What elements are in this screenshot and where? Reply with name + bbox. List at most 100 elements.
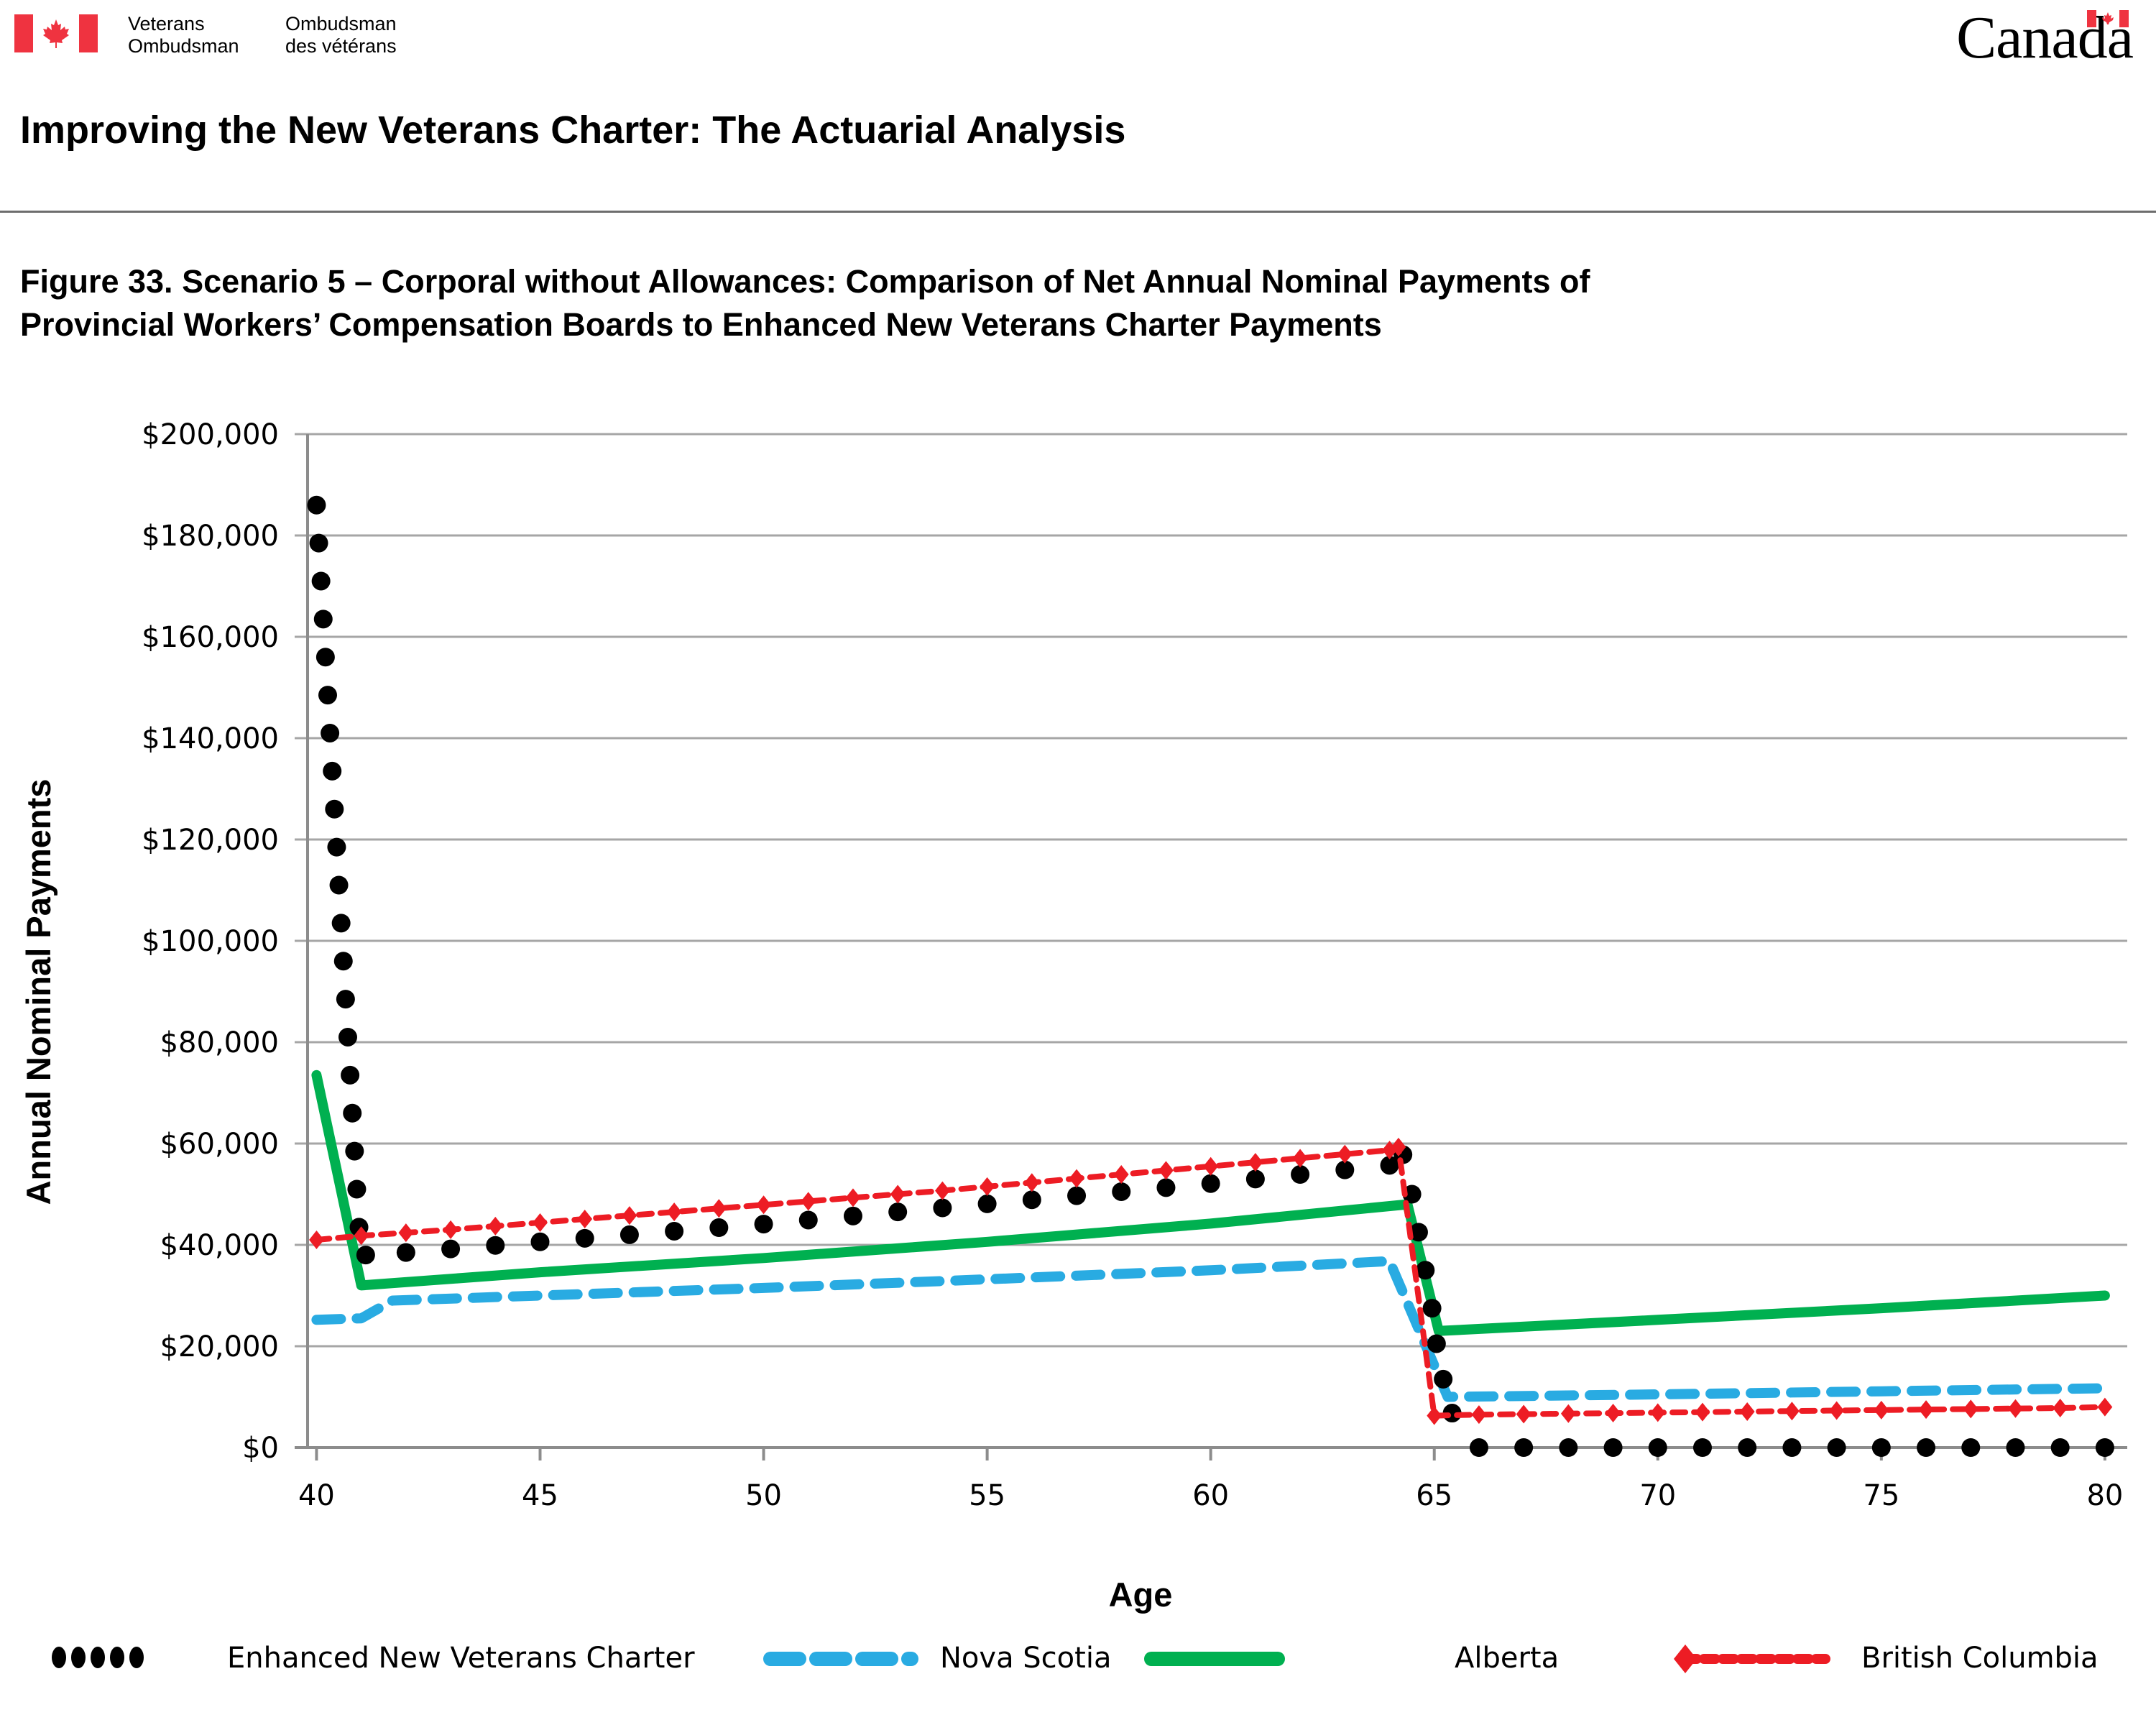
data-point-british-columbia [756, 1195, 771, 1215]
data-point-enhanced-nvc [309, 533, 328, 553]
data-point-british-columbia [2053, 1399, 2068, 1418]
data-point-enhanced-nvc [1469, 1438, 1488, 1457]
data-point-enhanced-nvc [1559, 1438, 1578, 1457]
data-point-enhanced-nvc [977, 1194, 997, 1213]
data-point-enhanced-nvc [307, 495, 326, 515]
data-point-enhanced-nvc [1917, 1438, 1936, 1457]
data-point-british-columbia [801, 1192, 816, 1211]
data-point-enhanced-nvc [318, 686, 337, 705]
y-tick-label: $20,000 [160, 1330, 279, 1363]
data-point-enhanced-nvc [575, 1228, 594, 1248]
y-tick-label: $0 [242, 1432, 279, 1465]
data-point-enhanced-nvc [323, 761, 342, 781]
data-point-british-columbia [577, 1210, 593, 1229]
org-name-en-line1: Veterans [128, 13, 205, 34]
data-point-enhanced-nvc [1648, 1438, 1667, 1457]
data-point-british-columbia [1829, 1401, 1845, 1420]
data-point-enhanced-nvc [1335, 1160, 1355, 1179]
data-point-enhanced-nvc [530, 1232, 550, 1251]
header-divider [0, 211, 2156, 213]
data-point-enhanced-nvc [347, 1179, 367, 1199]
series-line-alberta [311, 1070, 2110, 1336]
series-line-british-columbia [313, 1143, 2108, 1419]
y-tick-label: $180,000 [142, 520, 279, 553]
series-line-nova-scotia [311, 1256, 2110, 1402]
data-point-british-columbia [1516, 1404, 1531, 1424]
data-point-enhanced-nvc [311, 571, 331, 591]
data-point-enhanced-nvc [798, 1210, 818, 1230]
data-point-enhanced-nvc [327, 837, 346, 857]
data-point-enhanced-nvc [2050, 1438, 2070, 1457]
data-point-british-columbia [1391, 1137, 1406, 1156]
data-point-enhanced-nvc [1156, 1178, 1176, 1197]
y-tick-label: $120,000 [142, 824, 279, 857]
data-point-british-columbia [398, 1223, 414, 1243]
data-point-british-columbia [845, 1188, 861, 1208]
data-point-british-columbia [1337, 1144, 1353, 1164]
data-point-enhanced-nvc [665, 1221, 684, 1241]
y-tick-label: $140,000 [142, 722, 279, 755]
data-point-enhanced-nvc [325, 799, 344, 819]
data-point-british-columbia [1427, 1406, 1442, 1425]
data-point-enhanced-nvc [1409, 1223, 1428, 1242]
data-point-british-columbia [1739, 1402, 1755, 1421]
x-tick-label: 65 [1416, 1479, 1452, 1512]
x-tick-label: 80 [2086, 1479, 2123, 1512]
canada-wordmark: Canada [1956, 4, 2134, 71]
figure-title-line1: Figure 33. Scenario 5 – Corporal without… [20, 263, 1590, 300]
data-point-british-columbia [1158, 1161, 1174, 1180]
data-point-enhanced-nvc [1603, 1438, 1623, 1457]
legend-label-enhanced-nvc: Enhanced New Veterans Charter [227, 1642, 695, 1675]
data-point-british-columbia [935, 1181, 950, 1200]
y-tick-label: $160,000 [142, 621, 279, 654]
data-point-enhanced-nvc [315, 648, 335, 667]
data-point-british-columbia [1963, 1399, 1978, 1419]
x-tick-label: 40 [298, 1479, 335, 1512]
document-title: Improving the New Veterans Charter: The … [20, 109, 1126, 152]
data-point-enhanced-nvc [336, 990, 355, 1009]
data-point-british-columbia [2008, 1399, 2023, 1418]
data-point-enhanced-nvc [329, 875, 349, 895]
data-point-british-columbia [1560, 1404, 1576, 1423]
data-point-british-columbia [1695, 1402, 1710, 1422]
data-point-enhanced-nvc [313, 610, 333, 629]
x-tick-label: 55 [969, 1479, 1005, 1512]
legend-marker-british-columbia [1674, 1644, 1697, 1673]
wordmark-flag-icon [2087, 10, 2129, 27]
data-point-british-columbia [1069, 1169, 1084, 1188]
org-name-fr-line1: Ombudsman [285, 13, 397, 34]
x-tick-label: 75 [1863, 1479, 1899, 1512]
figure-title-line2: Provincial Workers’ Compensation Boards … [20, 306, 1382, 343]
y-tick-label: $80,000 [160, 1026, 279, 1059]
data-point-enhanced-nvc [341, 1065, 360, 1085]
data-point-british-columbia [1292, 1149, 1308, 1168]
data-point-british-columbia [1650, 1403, 1666, 1422]
data-point-british-columbia [1024, 1173, 1040, 1192]
data-point-british-columbia [443, 1220, 459, 1239]
data-point-enhanced-nvc [1514, 1438, 1534, 1457]
data-point-enhanced-nvc [321, 723, 340, 742]
y-tick-label: $60,000 [160, 1128, 279, 1161]
data-point-enhanced-nvc [1112, 1182, 1131, 1201]
data-point-british-columbia [622, 1206, 637, 1225]
data-point-enhanced-nvc [343, 1103, 362, 1123]
data-point-enhanced-nvc [345, 1141, 364, 1161]
x-tick-label: 70 [1639, 1479, 1676, 1512]
data-point-enhanced-nvc [1427, 1334, 1446, 1353]
data-point-enhanced-nvc [1022, 1190, 1041, 1210]
data-point-british-columbia [354, 1226, 369, 1246]
legend-swatch-enhanced-nvc [129, 1647, 144, 1668]
legend-label-british-columbia: British Columbia [1861, 1642, 2099, 1675]
data-point-enhanced-nvc [933, 1198, 952, 1218]
org-name-french: Ombudsman des vétérans [285, 13, 397, 58]
data-point-enhanced-nvc [1291, 1165, 1310, 1184]
org-name-en-line2: Ombudsman [128, 35, 239, 57]
data-point-british-columbia [711, 1199, 727, 1218]
x-tick-label: 45 [522, 1479, 558, 1512]
data-point-british-columbia [533, 1213, 548, 1232]
data-point-enhanced-nvc [331, 914, 351, 933]
y-tick-label: $40,000 [160, 1229, 279, 1262]
data-point-enhanced-nvc [709, 1218, 729, 1238]
data-point-enhanced-nvc [2095, 1438, 2114, 1457]
